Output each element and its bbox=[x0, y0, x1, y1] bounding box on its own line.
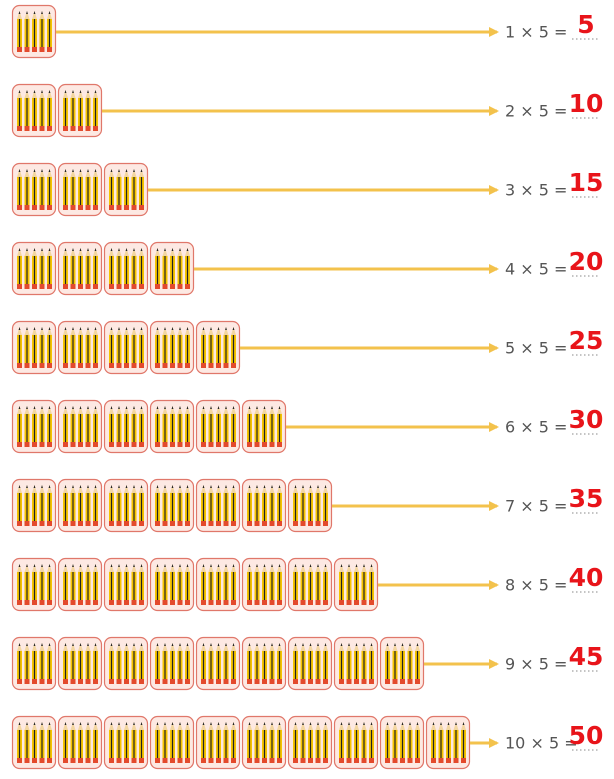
pencil-box bbox=[289, 638, 332, 690]
pencil-box bbox=[197, 638, 240, 690]
pencil-box bbox=[13, 401, 56, 453]
pencil-box bbox=[289, 480, 332, 532]
pencil-box bbox=[105, 164, 148, 216]
answer: 25 bbox=[569, 326, 604, 355]
pencil-box bbox=[197, 401, 240, 453]
row: 8 × 5 = 40 bbox=[13, 559, 604, 611]
pencil-box bbox=[289, 559, 332, 611]
pencil-box bbox=[59, 85, 102, 137]
expression: 10 × 5 = bbox=[505, 734, 578, 753]
expression: 7 × 5 = bbox=[505, 497, 567, 516]
pencil-box bbox=[151, 243, 194, 295]
pencil-box bbox=[151, 638, 194, 690]
pencil-box bbox=[59, 243, 102, 295]
pencil-box bbox=[105, 243, 148, 295]
row: 10 × 5 =50 bbox=[13, 717, 604, 769]
pencil-box bbox=[427, 717, 470, 769]
pencil-box bbox=[151, 322, 194, 374]
pencil-box bbox=[151, 717, 194, 769]
pencil-box bbox=[197, 480, 240, 532]
pencil-box bbox=[13, 638, 56, 690]
answer: 10 bbox=[569, 89, 604, 118]
pencil-box bbox=[59, 401, 102, 453]
answer: 20 bbox=[569, 247, 604, 276]
pencil-box bbox=[59, 717, 102, 769]
pencil-box bbox=[151, 559, 194, 611]
pencil-box bbox=[381, 717, 424, 769]
row: 1 × 5 = 5 bbox=[13, 6, 598, 58]
expression: 1 × 5 = bbox=[505, 23, 567, 42]
pencil-box bbox=[151, 480, 194, 532]
answer: 15 bbox=[569, 168, 604, 197]
pencil-box bbox=[105, 401, 148, 453]
expression: 4 × 5 = bbox=[505, 260, 567, 279]
pencil-box bbox=[105, 480, 148, 532]
pencil-box bbox=[105, 559, 148, 611]
pencil-box bbox=[105, 638, 148, 690]
pencil-box bbox=[59, 559, 102, 611]
pencil-box bbox=[335, 559, 378, 611]
pencil-box bbox=[243, 559, 286, 611]
answer: 35 bbox=[569, 484, 604, 513]
expression: 6 × 5 = bbox=[505, 418, 567, 437]
pencil-box bbox=[289, 717, 332, 769]
pencil-box bbox=[13, 6, 56, 58]
pencil-box bbox=[59, 638, 102, 690]
expression: 9 × 5 = bbox=[505, 655, 567, 674]
answer: 5 bbox=[577, 10, 594, 39]
pencil-box bbox=[13, 559, 56, 611]
row: 9 × 5 = 45 bbox=[13, 638, 604, 690]
expression: 5 × 5 = bbox=[505, 339, 567, 358]
pencil-box bbox=[381, 638, 424, 690]
row: 4 × 5 = 20 bbox=[13, 243, 604, 295]
expression: 3 × 5 = bbox=[505, 181, 567, 200]
pencil-box bbox=[13, 243, 56, 295]
answer: 45 bbox=[569, 642, 604, 671]
pencil-box bbox=[105, 717, 148, 769]
pencil-box bbox=[13, 85, 56, 137]
pencil-box bbox=[59, 480, 102, 532]
pencil-box bbox=[151, 401, 194, 453]
expression: 2 × 5 = bbox=[505, 102, 567, 121]
pencil-box bbox=[197, 322, 240, 374]
pencil-box bbox=[243, 401, 286, 453]
pencil-box bbox=[13, 322, 56, 374]
answer: 50 bbox=[569, 721, 604, 750]
pencil-box bbox=[197, 717, 240, 769]
pencil-box bbox=[59, 322, 102, 374]
pencil-box bbox=[59, 164, 102, 216]
expression: 8 × 5 = bbox=[505, 576, 567, 595]
row: 7 × 5 = 35 bbox=[13, 480, 604, 532]
row: 2 × 5 = 10 bbox=[13, 85, 604, 137]
pencil-box bbox=[13, 164, 56, 216]
pencil-box bbox=[13, 480, 56, 532]
pencil-box bbox=[243, 480, 286, 532]
pencil-box bbox=[105, 322, 148, 374]
answer: 30 bbox=[569, 405, 604, 434]
pencil-box bbox=[243, 638, 286, 690]
pencil-box bbox=[243, 717, 286, 769]
row: 6 × 5 = 30 bbox=[13, 401, 604, 453]
rows: 1 × 5 = 5 2 × 5 = 10 3 × 5 = 15 4 × 5 = 20 5 × 5… bbox=[13, 6, 604, 769]
pencil-box bbox=[13, 717, 56, 769]
pencil-box bbox=[197, 559, 240, 611]
row: 5 × 5 = 25 bbox=[13, 322, 604, 374]
pencil-box bbox=[335, 638, 378, 690]
pencil-box bbox=[335, 717, 378, 769]
row: 3 × 5 = 15 bbox=[13, 164, 604, 216]
answer: 40 bbox=[569, 563, 604, 592]
